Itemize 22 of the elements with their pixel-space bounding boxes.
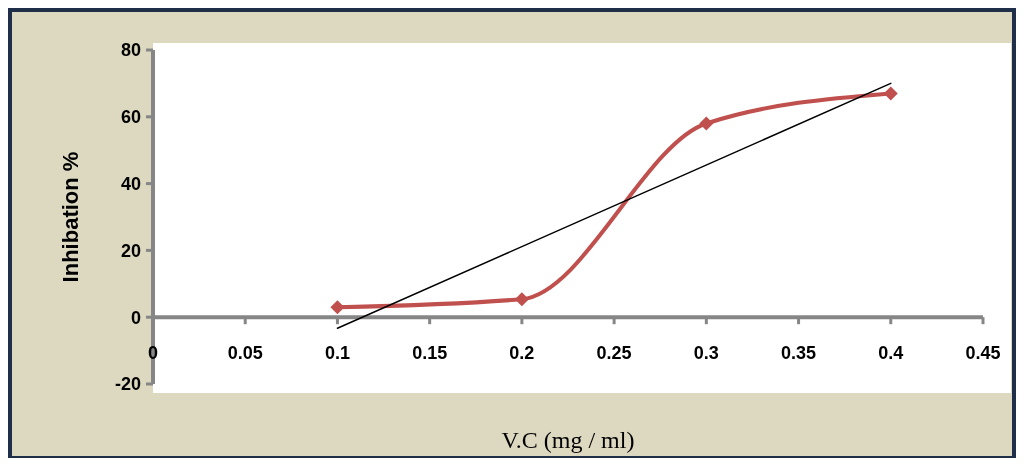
y-tick-label: 80 [120,40,141,61]
point [883,86,898,101]
x-tick-label: 0.05 [227,343,263,364]
y-axis-title: Inhibation % [58,151,83,283]
x-tick-label: 0.4 [878,343,904,364]
x-tick-label: 0.1 [324,343,350,364]
x-axis-title: V.C (mg / ml) [501,427,635,453]
x-tick-label: 0.45 [965,343,1001,364]
x-tick-label: 0.35 [781,343,817,364]
y-tick-label: 20 [120,240,141,261]
x-tick-label: 0 [147,343,159,364]
point [514,292,529,307]
point [330,300,345,315]
point [699,116,714,131]
y-tick-label: 60 [120,107,141,128]
x-tick-label: 0.15 [412,343,448,364]
x-tick-label: 0.3 [693,343,719,364]
x-tick-label: 0.2 [509,343,535,364]
y-tick-label: 0 [130,307,141,328]
y-tick-label: -20 [114,374,141,395]
x-tick-label: 0.25 [596,343,632,364]
y-tick-label: 40 [120,173,141,194]
